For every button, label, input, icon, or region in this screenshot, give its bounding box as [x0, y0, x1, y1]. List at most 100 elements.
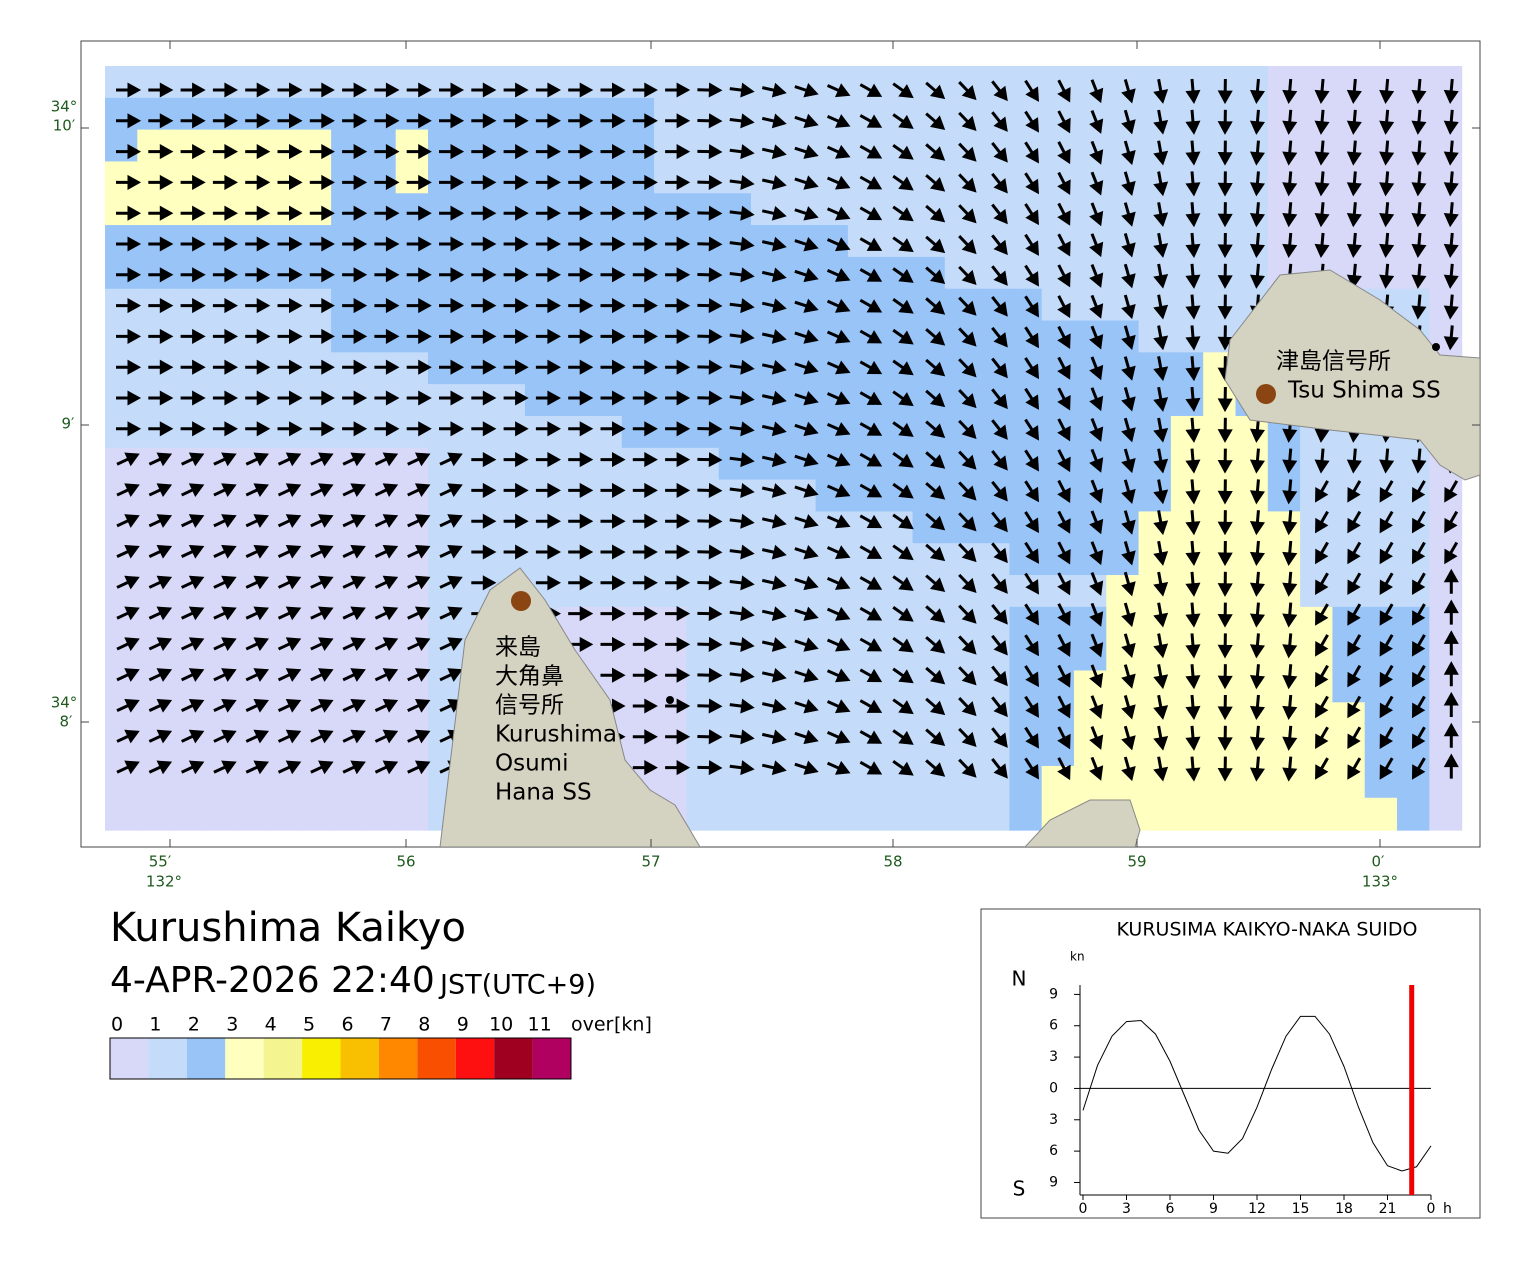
speed-cell [557, 447, 591, 481]
current-arrow [991, 450, 1008, 471]
current-arrow [1217, 540, 1233, 567]
speed-cell [234, 447, 268, 481]
current-arrow [632, 298, 658, 314]
current-arrow [697, 205, 723, 221]
current-arrow [1443, 202, 1459, 228]
datetime: 4-APR-2026 22:40 [110, 960, 435, 1001]
current-arrow [180, 514, 205, 528]
current-arrow [310, 606, 334, 621]
legend-swatch [455, 1038, 495, 1079]
current-arrow [826, 206, 851, 221]
current-arrow [212, 421, 238, 437]
current-arrow [1089, 572, 1104, 596]
current-arrow [568, 267, 594, 283]
current-arrow [245, 698, 269, 713]
current-arrow [1411, 695, 1426, 719]
current-arrow [958, 81, 977, 101]
current-arrow [958, 481, 977, 501]
speed-cell [298, 447, 332, 481]
speed-cell [1138, 161, 1172, 195]
current-arrow [1249, 140, 1265, 166]
speed-cell [1364, 161, 1398, 195]
current-arrow [991, 542, 1008, 564]
current-arrow [958, 512, 977, 532]
current-arrow [1153, 664, 1169, 690]
current-arrow [665, 174, 691, 190]
inset-title: KURUSIMA KAIKYO-NAKA SUIDO [1116, 919, 1417, 941]
current-arrow [471, 267, 497, 283]
speed-cell [1267, 479, 1301, 513]
current-arrow [568, 544, 594, 560]
current-arrow [892, 328, 914, 345]
legend-swatch [263, 1038, 303, 1079]
legend: 0 1 2 3 4 5 6 7 8 9 10 11 over [109, 1014, 614, 1080]
current-arrow [1314, 448, 1330, 474]
current-arrow [761, 513, 787, 529]
current-arrow [1314, 232, 1330, 259]
speed-cell [751, 511, 784, 545]
current-arrow [1121, 479, 1136, 504]
current-arrow [180, 483, 205, 498]
current-arrow [407, 452, 431, 467]
legend-label: 5 [303, 1014, 315, 1036]
current-arrow [277, 514, 302, 528]
current-arrow [925, 666, 946, 685]
current-arrow [1057, 603, 1071, 627]
current-arrow [665, 328, 691, 344]
current-arrow [116, 575, 140, 590]
speed-cell [1235, 575, 1269, 608]
current-arrow [180, 760, 205, 775]
current-arrow [342, 483, 366, 498]
place-label: Tsu Shima SS [1287, 378, 1441, 404]
current-arrow [1443, 722, 1459, 748]
current-arrow [600, 667, 626, 683]
current-arrow [342, 236, 368, 252]
current-arrow [1249, 571, 1265, 597]
current-arrow [212, 144, 238, 160]
current-arrow [503, 513, 529, 529]
current-arrow [1089, 756, 1104, 781]
speed-cell [1397, 288, 1430, 322]
current-arrow [1153, 232, 1169, 258]
speed-cell [331, 797, 364, 831]
current-arrow [439, 82, 465, 98]
current-arrow [761, 452, 787, 468]
current-arrow [180, 729, 205, 744]
current-arrow [1185, 263, 1201, 289]
current-arrow [925, 358, 946, 377]
current-arrow [568, 452, 594, 468]
current-arrow [277, 144, 303, 160]
current-arrow [1024, 511, 1039, 534]
speed-cell [1332, 225, 1366, 258]
current-arrow [116, 698, 140, 713]
current-arrow [116, 267, 142, 283]
current-arrow [503, 144, 529, 160]
current-arrow [826, 114, 851, 128]
current-arrow [1153, 171, 1169, 197]
speed-cell [1429, 670, 1463, 704]
current-arrow [1314, 109, 1330, 135]
current-arrow [245, 452, 269, 467]
speed-cell [1267, 638, 1301, 672]
current-arrow [1089, 294, 1104, 319]
legend-label: 2 [188, 1014, 200, 1036]
speed-cell [428, 447, 461, 481]
current-arrow [600, 82, 626, 98]
current-arrow [1315, 757, 1329, 780]
current-arrow [1315, 726, 1329, 750]
current-arrow [374, 144, 400, 160]
current-arrow [958, 543, 977, 563]
current-arrow [729, 298, 755, 314]
current-arrow [892, 82, 914, 99]
current-arrow [761, 421, 787, 437]
speed-cell [169, 129, 203, 163]
current-arrow [892, 359, 914, 376]
current-arrow [245, 113, 271, 129]
current-arrow [407, 483, 431, 498]
speed-cell [1429, 288, 1463, 322]
speed-cell [1397, 193, 1430, 227]
current-arrow [1185, 571, 1201, 597]
current-arrow [958, 142, 977, 162]
current-arrow [826, 668, 851, 683]
